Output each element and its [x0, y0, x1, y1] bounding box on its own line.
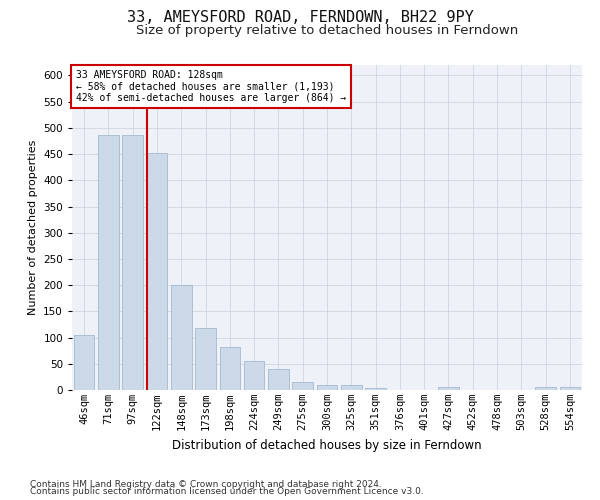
Bar: [560, 387, 580, 390]
Bar: [535, 387, 556, 390]
Text: 33, AMEYSFORD ROAD, FERNDOWN, BH22 9PY: 33, AMEYSFORD ROAD, FERNDOWN, BH22 9PY: [127, 10, 473, 25]
Bar: [171, 285, 191, 390]
Bar: [195, 328, 216, 390]
Bar: [244, 360, 265, 390]
Bar: [74, 335, 94, 390]
Text: Contains public sector information licensed under the Open Government Licence v3: Contains public sector information licen…: [30, 488, 424, 496]
Bar: [98, 134, 119, 390]
Bar: [122, 134, 143, 390]
Bar: [365, 388, 386, 390]
Bar: [146, 153, 167, 390]
Bar: [438, 388, 459, 390]
Bar: [220, 347, 240, 390]
Bar: [292, 382, 313, 390]
Text: Contains HM Land Registry data © Crown copyright and database right 2024.: Contains HM Land Registry data © Crown c…: [30, 480, 382, 489]
Bar: [317, 385, 337, 390]
X-axis label: Distribution of detached houses by size in Ferndown: Distribution of detached houses by size …: [172, 438, 482, 452]
Title: Size of property relative to detached houses in Ferndown: Size of property relative to detached ho…: [136, 24, 518, 38]
Bar: [341, 385, 362, 390]
Y-axis label: Number of detached properties: Number of detached properties: [28, 140, 38, 315]
Text: 33 AMEYSFORD ROAD: 128sqm
← 58% of detached houses are smaller (1,193)
42% of se: 33 AMEYSFORD ROAD: 128sqm ← 58% of detac…: [76, 70, 346, 103]
Bar: [268, 369, 289, 390]
